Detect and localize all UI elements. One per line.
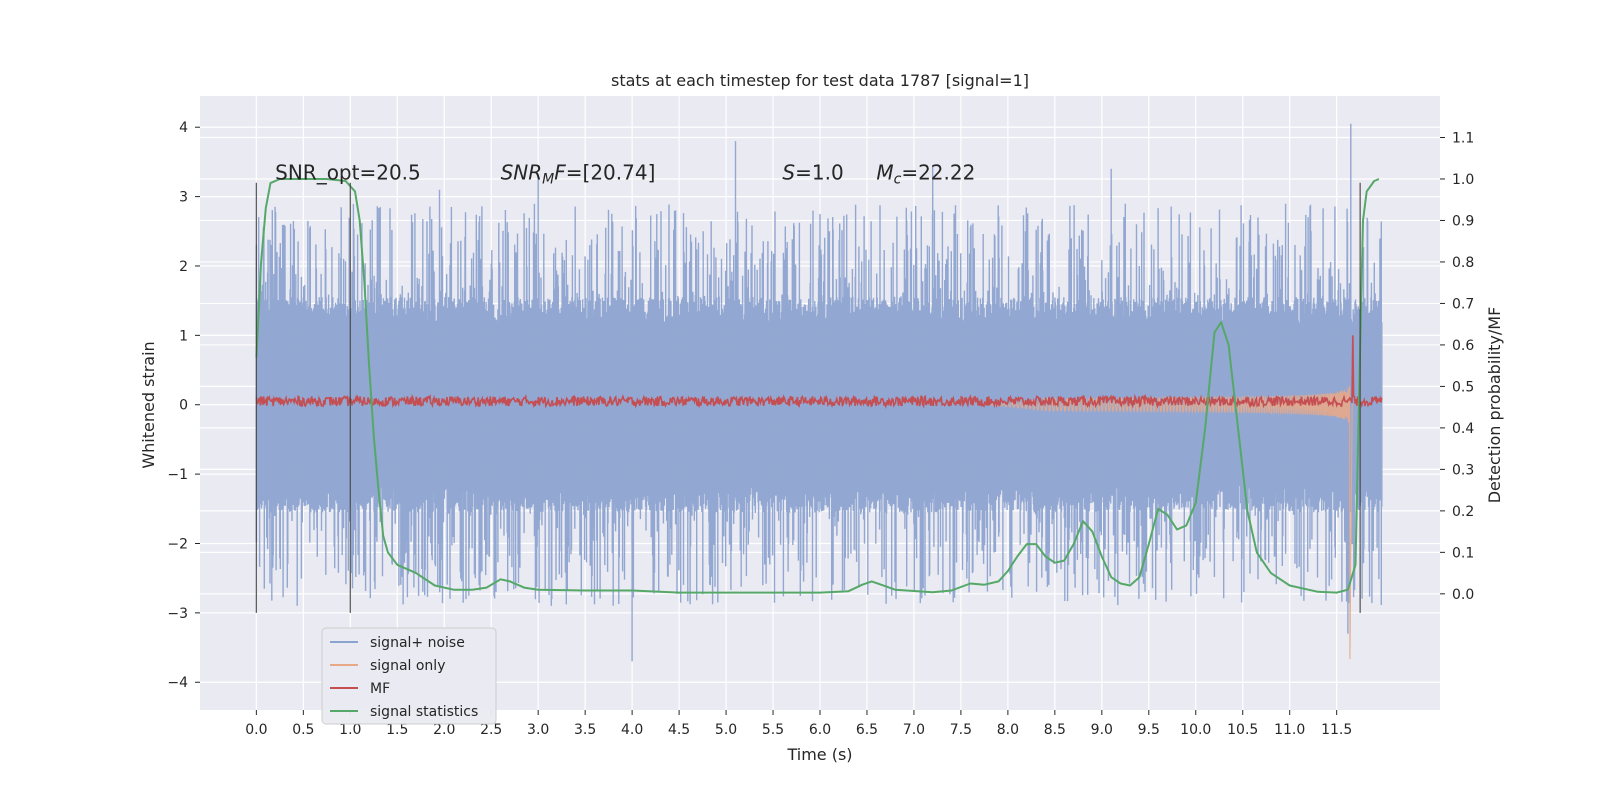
y-left-tick-label: 3 [179, 190, 188, 206]
annotation-snr-mf-suffix: F [554, 160, 566, 184]
x-tick-label: 1.5 [386, 722, 408, 738]
y-axis-label-left: Whitened strain [139, 341, 158, 468]
x-tick-label: 11.5 [1321, 722, 1352, 738]
x-tick-label: 6.5 [856, 722, 878, 738]
y-right-tick-label: 1.0 [1452, 172, 1474, 188]
x-tick-label: 10.5 [1227, 722, 1258, 738]
legend-label: MF [370, 681, 390, 697]
annotation-layer: SNR_opt=20.5 SNRMF=[20.74] S=1.0 Mc=22.22 [275, 160, 975, 187]
y-left-tick-label: −2 [167, 536, 188, 552]
x-tick-label: 0.5 [292, 722, 314, 738]
y-left-tick-label: −3 [167, 606, 188, 622]
annotation-mc-symbol: M [876, 160, 893, 184]
series-signal-statistics [255, 178, 1380, 594]
x-tick-label: 3.5 [574, 722, 596, 738]
x-tick-label: 2.5 [480, 722, 502, 738]
legend-label: signal only [370, 658, 445, 674]
x-tick-label: 3.0 [527, 722, 549, 738]
y-right-tick-label: 0.0 [1452, 587, 1474, 603]
annotation-mc: Mc=22.22 [876, 160, 975, 187]
y-right-tick-label: 1.1 [1452, 130, 1474, 146]
x-axis-label: Time (s) [786, 745, 852, 764]
y-right-tick-label: 0.1 [1452, 545, 1474, 561]
x-tick-label: 11.0 [1274, 722, 1305, 738]
y-left-tick-label: 0 [179, 398, 188, 414]
y-right-tick-label: 0.7 [1452, 296, 1474, 312]
annotation-snr-mf-subscript: M [542, 171, 554, 187]
annotation-s: S=1.0 [782, 160, 843, 184]
y-left-tick-label: −4 [167, 675, 188, 691]
y-axis-label-right: Detection probability/MF [1485, 307, 1504, 504]
annotation-snr-mf: SNRMF=[20.74] [501, 160, 656, 187]
legend-label: signal statistics [370, 704, 478, 720]
chart-title: stats at each timestep for test data 178… [611, 71, 1029, 90]
legend-label: signal+ noise [370, 635, 465, 651]
y-left-tick-label: 1 [179, 328, 188, 344]
x-tick-label: 7.0 [903, 722, 925, 738]
legend: signal+ noise signal only MF signal statist… [321, 627, 497, 725]
annotation-snr-opt: SNR_opt=20.5 [275, 160, 421, 184]
x-tick-label: 9.0 [1091, 722, 1113, 738]
x-tick-label: 10.0 [1180, 722, 1211, 738]
x-tick-label: 9.5 [1138, 722, 1160, 738]
annotation-mc-value: =22.22 [901, 160, 975, 184]
y-left-tick-label: −1 [167, 467, 188, 483]
legend-box [321, 627, 497, 725]
annotation-s-value: =1.0 [795, 160, 844, 184]
series-mf [255, 335, 1383, 410]
y-right-tick-label: 0.9 [1452, 213, 1474, 229]
y-right-tick-label: 0.5 [1452, 379, 1474, 395]
x-tick-label: 1.0 [339, 722, 361, 738]
annotation-mc-subscript: c [894, 171, 902, 187]
x-tick-label: 2.0 [433, 722, 455, 738]
y-left-tick-label: 4 [179, 120, 188, 136]
annotation-snr-mf-symbol: SNR [501, 160, 543, 184]
y-right-tick-label: 0.3 [1452, 462, 1474, 478]
y-right-tick-label: 0.6 [1452, 338, 1474, 354]
y-right-tick-label: 0.8 [1452, 255, 1474, 271]
annotation-snr-mf-value: =[20.74] [566, 160, 656, 184]
x-tick-label: 8.5 [1044, 722, 1066, 738]
x-tick-label: 0.0 [245, 722, 267, 738]
x-tick-label: 5.5 [762, 722, 784, 738]
annotation-s-symbol: S [782, 160, 795, 184]
x-tick-label: 8.0 [997, 722, 1019, 738]
vline-layer [255, 182, 1361, 613]
y-left-tick-label: 2 [179, 259, 188, 275]
x-tick-label: 7.5 [950, 722, 972, 738]
x-tick-label: 5.0 [715, 722, 737, 738]
y-right-tick-label: 0.2 [1452, 504, 1474, 520]
x-tick-label: 4.0 [621, 722, 643, 738]
x-tick-label: 4.5 [668, 722, 690, 738]
x-tick-label: 6.0 [809, 722, 831, 738]
ticks: 0.0 0.5 1.0 1.5 2.0 2.5 3.0 3.5 4.0 4.5 5.0 5.5 6.0 6… [167, 120, 1474, 738]
y-right-tick-label: 0.4 [1452, 421, 1474, 437]
